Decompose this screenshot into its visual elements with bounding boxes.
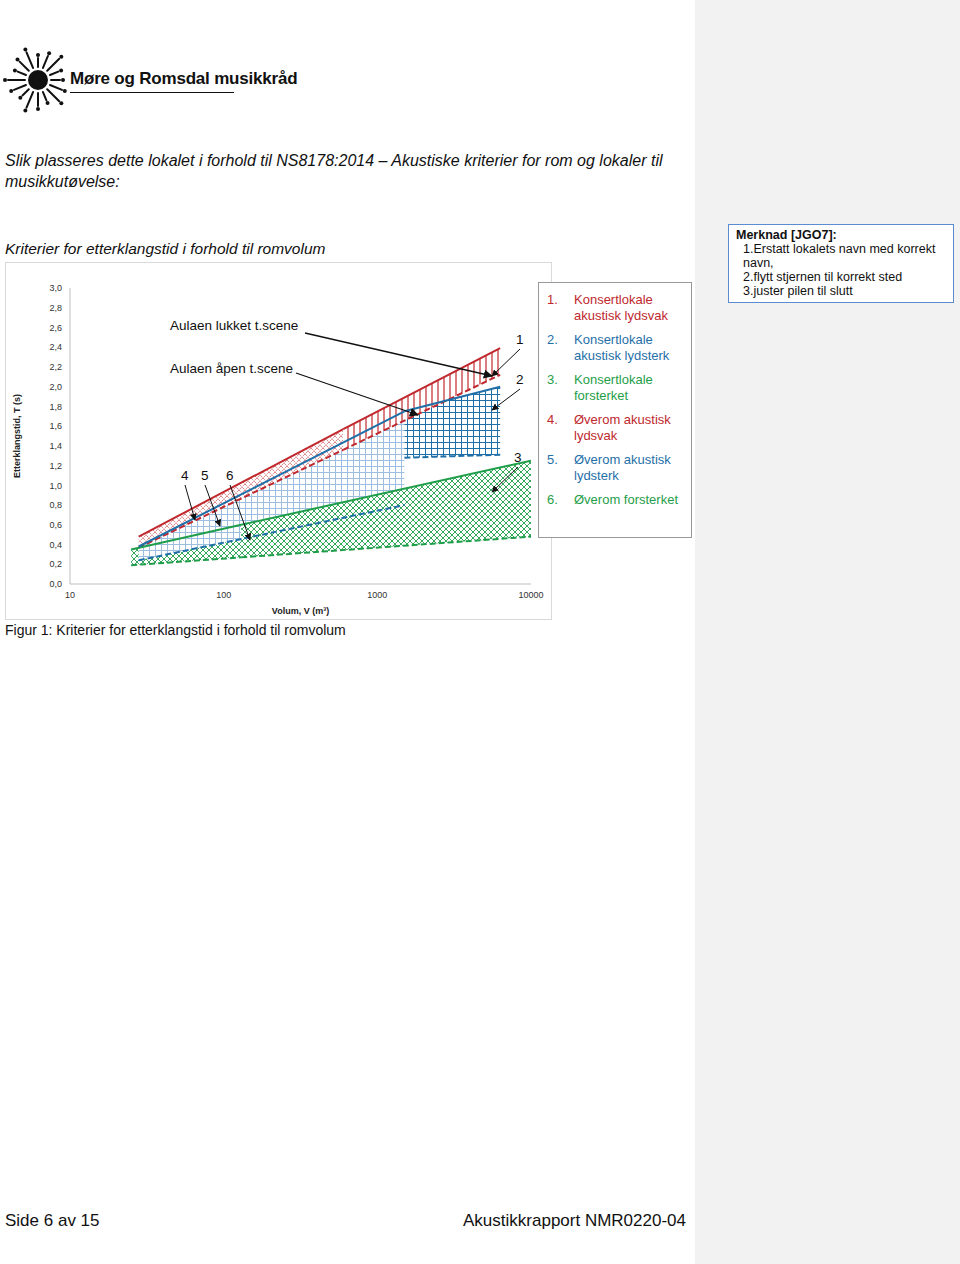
html-text:Slik plasseres dette lokalet i: Slik plasseres dette lokalet i forhold t… bbox=[5, 152, 663, 190]
html-text:Møre og Romsdal musikkråd: Møre og Romsdal musikkråd bbox=[70, 69, 298, 88]
svg-text:10: 10 bbox=[65, 590, 75, 600]
svg-text:1,4: 1,4 bbox=[49, 441, 62, 451]
html-text:5.: 5. bbox=[547, 452, 558, 467]
html-text:Øverom forsterket: Øverom forsterket bbox=[574, 492, 678, 507]
html-text:6: 6 bbox=[226, 468, 234, 483]
html-text:6.: 6. bbox=[547, 492, 558, 507]
html-text:4.: 4. bbox=[547, 412, 558, 427]
html-text:3.juster pilen til slutt: 3.juster pilen til slutt bbox=[743, 284, 853, 298]
html-text:Akustikkrapport NMR0220-04: Akustikkrapport NMR0220-04 bbox=[463, 1211, 686, 1230]
svg-text:2,4: 2,4 bbox=[49, 342, 62, 352]
svg-text:1,6: 1,6 bbox=[49, 421, 62, 431]
svg-text:1,0: 1,0 bbox=[49, 481, 62, 491]
html-text:Øverom akustisk lydsvak: Øverom akustisk lydsvak bbox=[574, 412, 671, 443]
html-text:Øverom akustisk lydsterk: Øverom akustisk lydsterk bbox=[574, 452, 671, 483]
svg-text:0,2: 0,2 bbox=[49, 559, 62, 569]
html-text:Konsertlokale akustisk lydster: Konsertlokale akustisk lydsterk bbox=[574, 332, 670, 363]
html-text:1: 1 bbox=[516, 332, 524, 347]
svg-text:2,6: 2,6 bbox=[49, 323, 62, 333]
svg-text:3,0: 3,0 bbox=[49, 283, 62, 293]
html-text:1.Erstatt lokalets navn med ko: 1.Erstatt lokalets navn med korrekt navn… bbox=[743, 242, 936, 270]
html-text:2.: 2. bbox=[547, 332, 558, 347]
svg-text:0,4: 0,4 bbox=[49, 540, 62, 550]
html-text:2: 2 bbox=[516, 372, 524, 387]
svg-text:Etterklangstid, T (s): Etterklangstid, T (s) bbox=[12, 394, 22, 478]
html-text:Aulaen åpen t.scene: Aulaen åpen t.scene bbox=[170, 361, 294, 376]
html-text:5: 5 bbox=[201, 468, 209, 483]
html-text:Kriterier for etterklangstid i: Kriterier for etterklangstid i forhold t… bbox=[5, 240, 326, 257]
html-text:Figur 1: Kriterier for etterkl: Figur 1: Kriterier for etterklangstid i … bbox=[5, 622, 346, 638]
svg-text:0,6: 0,6 bbox=[49, 520, 62, 530]
svg-text:1000: 1000 bbox=[367, 590, 387, 600]
html-text:3: 3 bbox=[514, 450, 522, 465]
html-text:2.flytt stjernen til korrekt s: 2.flytt stjernen til korrekt sted bbox=[743, 270, 903, 284]
html-text:4: 4 bbox=[181, 468, 189, 483]
svg-text:10000: 10000 bbox=[518, 590, 543, 600]
svg-text:Volum, V (m³): Volum, V (m³) bbox=[272, 606, 329, 616]
html-text:1.: 1. bbox=[547, 292, 558, 307]
html-text:Merknad [JGO7]:: Merknad [JGO7]: bbox=[736, 228, 837, 242]
html-text:Konsertlokale forsterket: Konsertlokale forsterket bbox=[574, 372, 653, 403]
svg-text:100: 100 bbox=[216, 590, 231, 600]
html-text:Side 6 av 15: Side 6 av 15 bbox=[5, 1211, 100, 1230]
svg-text:1,2: 1,2 bbox=[49, 461, 62, 471]
svg-text:2,0: 2,0 bbox=[49, 382, 62, 392]
svg-text:0,8: 0,8 bbox=[49, 500, 62, 510]
svg-text:2,2: 2,2 bbox=[49, 362, 62, 372]
html-text:Aulaen lukket t.scene: Aulaen lukket t.scene bbox=[170, 318, 299, 333]
svg-text:1,8: 1,8 bbox=[49, 402, 62, 412]
html-text:3.: 3. bbox=[547, 372, 558, 387]
html-text:Konsertlokale akustisk lydsvak: Konsertlokale akustisk lydsvak bbox=[574, 292, 668, 323]
svg-text:2,8: 2,8 bbox=[49, 303, 62, 313]
svg-text:0,0: 0,0 bbox=[49, 579, 62, 589]
